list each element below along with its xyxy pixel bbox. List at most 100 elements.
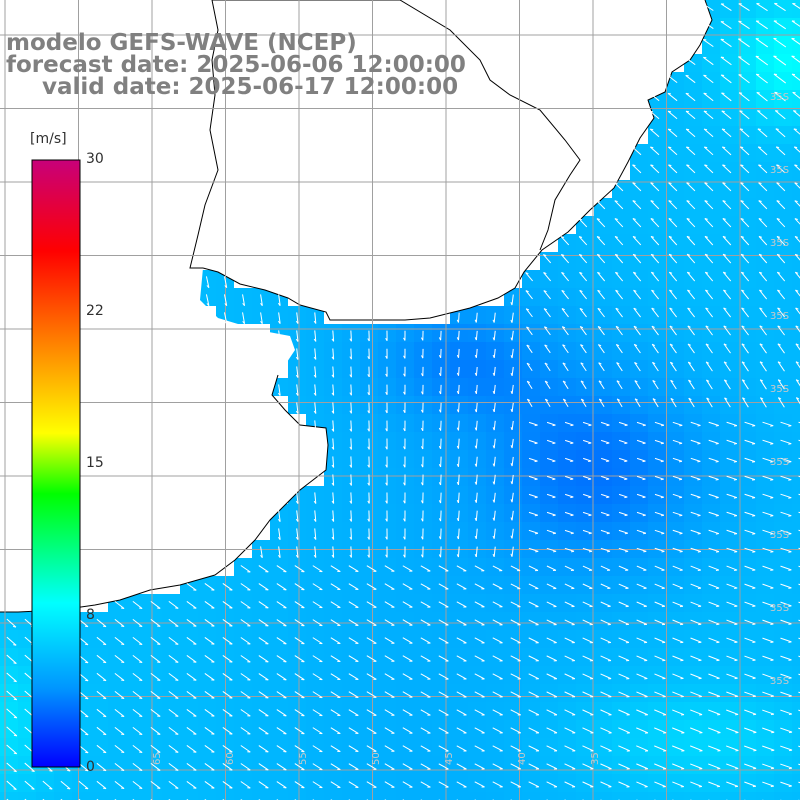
wind-arrow <box>636 475 646 481</box>
wind-arrow <box>795 343 800 351</box>
wind-arrow <box>780 637 792 643</box>
wind-arrow <box>757 128 768 138</box>
wind-arrow <box>690 727 703 734</box>
wind-arrow <box>438 691 449 698</box>
wind-arrow <box>564 763 576 770</box>
wind-arrow <box>204 583 215 591</box>
wind-cell <box>468 792 486 800</box>
wind-arrow <box>649 128 660 138</box>
wind-cell <box>792 522 800 540</box>
wind-cell <box>180 792 198 800</box>
edge-labels: 35S 35S 35S 35S 35S 35S 35S 35S 35S 65 60 55 50 45 40 3… <box>152 92 789 765</box>
wind-arrow <box>757 146 768 156</box>
wind-arrow <box>708 511 719 517</box>
wind-arrow <box>528 439 538 445</box>
wind-cell <box>792 450 800 468</box>
wind-arrow <box>456 655 467 662</box>
wind-arrow <box>702 21 714 29</box>
wind-arrow <box>492 637 503 644</box>
wind-arrow <box>672 457 683 463</box>
wind-arrow <box>762 547 774 553</box>
wind-arrow <box>114 762 125 772</box>
wind-arrow <box>402 601 413 608</box>
wind-cell <box>666 792 684 800</box>
wind-arrow <box>420 402 424 413</box>
wind-arrow <box>456 546 460 558</box>
wind-arrow <box>349 492 352 504</box>
wind-arrow <box>367 366 370 378</box>
wind-arrow <box>204 601 215 609</box>
wind-arrow <box>6 726 18 737</box>
wind-arrow <box>650 164 660 174</box>
wind-arrow <box>150 744 161 753</box>
wind-arrow <box>132 708 143 717</box>
wind-arrow <box>685 146 696 156</box>
wind-arrow <box>474 384 478 394</box>
wind-arrow <box>456 709 467 716</box>
wind-arrow <box>546 511 556 517</box>
wind-arrow <box>672 727 685 734</box>
wind-arrow <box>614 271 624 282</box>
wind-arrow <box>528 637 539 644</box>
wind-arrow <box>222 763 233 771</box>
wind-arrow <box>704 200 714 210</box>
wind-arrow <box>510 546 514 557</box>
wind-arrow <box>780 745 793 752</box>
wind-arrow <box>295 384 299 396</box>
wind-arrow <box>438 583 449 590</box>
wind-arrow <box>777 397 785 408</box>
wind-arrow <box>740 271 750 282</box>
wind-arrow <box>690 709 703 716</box>
wind-arrow <box>222 619 233 627</box>
wind-arrow <box>702 39 714 48</box>
wind-arrow <box>420 456 424 468</box>
wind-arrow <box>667 128 678 138</box>
wind-cell <box>36 792 54 800</box>
wind-arrow <box>759 289 768 300</box>
wind-arrow <box>240 763 251 771</box>
wind-arrow <box>240 565 251 573</box>
wind-arrow <box>687 325 695 336</box>
wind-cell <box>792 396 800 414</box>
wind-arrow <box>744 637 756 644</box>
wind-arrow <box>277 312 281 324</box>
wind-cell <box>792 306 800 324</box>
wind-arrow <box>492 402 496 413</box>
wind-arrow <box>492 673 503 680</box>
wind-cell <box>198 792 216 800</box>
wind-arrow <box>331 420 335 432</box>
wind-arrow <box>738 20 750 30</box>
wind-arrow <box>739 110 750 120</box>
wind-arrow <box>632 235 642 246</box>
wind-arrow <box>402 637 413 644</box>
wind-arrow <box>690 547 701 553</box>
wind-cell <box>720 792 738 800</box>
wind-arrow <box>96 618 107 628</box>
wind-arrow <box>277 546 281 558</box>
wind-arrow <box>649 92 660 102</box>
wind-arrow <box>546 475 556 481</box>
wind-arrow <box>546 781 558 788</box>
wind-arrow <box>741 289 750 300</box>
wind-cell <box>792 774 800 792</box>
wind-arrow <box>708 619 720 626</box>
wind-arrow <box>258 601 269 609</box>
wind-arrow <box>348 781 359 788</box>
wind-arrow <box>780 691 792 697</box>
wind-arrow <box>654 493 664 499</box>
wind-arrow <box>168 744 179 753</box>
wind-arrow <box>525 272 534 282</box>
wind-arrow <box>780 763 793 770</box>
title-forecast-date: forecast date: 2025-06-06 12:00:00 <box>6 52 466 78</box>
wind-arrow <box>240 583 251 591</box>
wind-arrow <box>186 763 197 771</box>
wind-cell <box>792 252 800 270</box>
wind-arrow <box>349 330 352 342</box>
wind-arrow <box>708 493 719 499</box>
wind-arrow <box>295 366 299 378</box>
wind-arrow <box>738 38 750 48</box>
wind-arrow <box>510 673 521 680</box>
wind-arrow <box>600 691 612 698</box>
wind-cell <box>792 234 800 252</box>
wind-arrow <box>744 763 757 770</box>
